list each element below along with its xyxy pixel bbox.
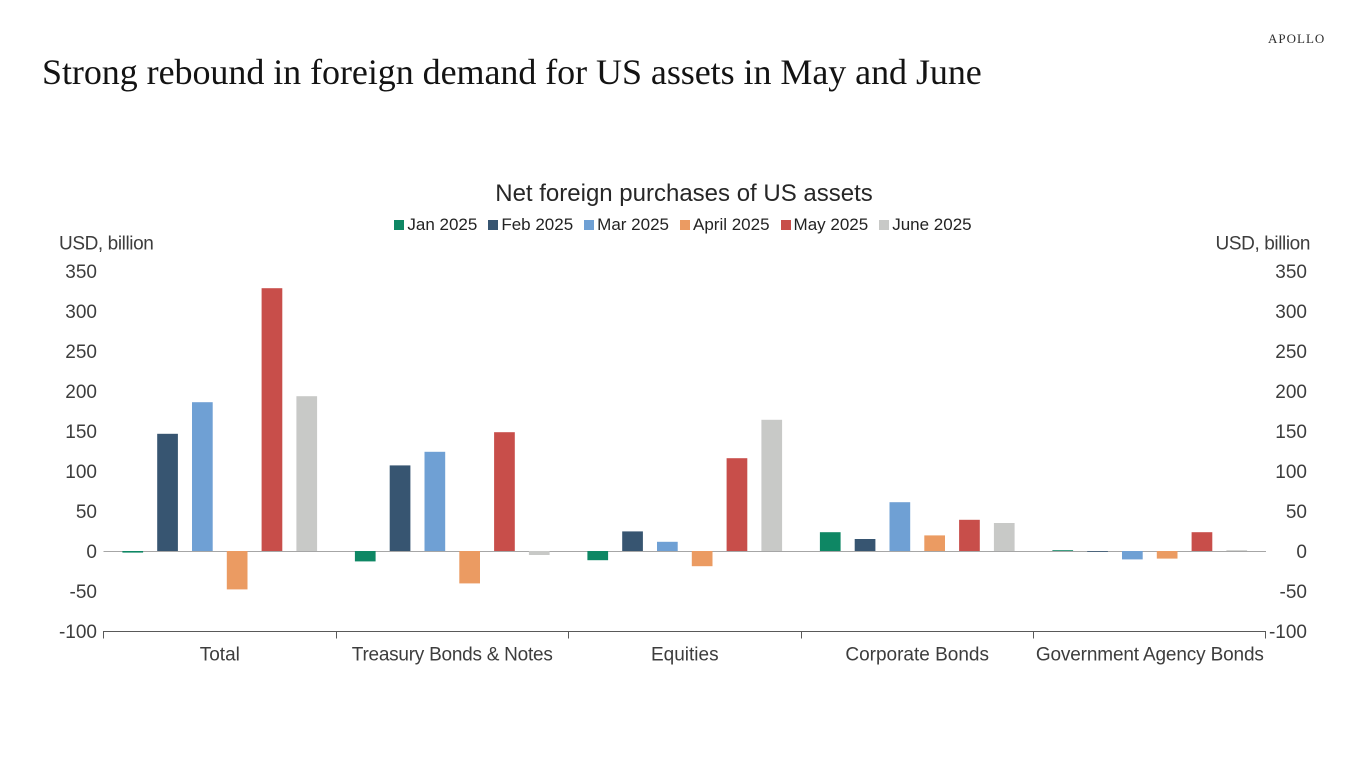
svg-text:300: 300 bbox=[65, 302, 97, 323]
svg-text:-100: -100 bbox=[59, 622, 97, 643]
svg-text:350: 350 bbox=[65, 262, 97, 283]
svg-text:250: 250 bbox=[65, 342, 97, 363]
svg-text:Net foreign purchases of US as: Net foreign purchases of US assets bbox=[495, 180, 873, 207]
svg-text:USD, billion: USD, billion bbox=[59, 234, 153, 255]
svg-text:USD, billion: USD, billion bbox=[1216, 234, 1310, 255]
svg-text:Government Agency Bonds: Government Agency Bonds bbox=[1036, 645, 1264, 666]
svg-text:150: 150 bbox=[65, 422, 97, 443]
svg-text:50: 50 bbox=[76, 502, 97, 523]
svg-text:200: 200 bbox=[65, 382, 97, 403]
svg-text:-100: -100 bbox=[1269, 622, 1307, 643]
svg-text:300: 300 bbox=[1275, 302, 1307, 323]
svg-text:150: 150 bbox=[1275, 422, 1307, 443]
svg-text:0: 0 bbox=[1296, 542, 1307, 563]
svg-text:Treasury Bonds & Notes: Treasury Bonds & Notes bbox=[352, 645, 553, 666]
svg-text:Corporate Bonds: Corporate Bonds bbox=[845, 645, 989, 666]
svg-text:100: 100 bbox=[65, 462, 97, 483]
svg-text:Total: Total bbox=[200, 645, 240, 666]
svg-text:250: 250 bbox=[1275, 342, 1307, 363]
svg-text:200: 200 bbox=[1275, 382, 1307, 403]
svg-text:-50: -50 bbox=[70, 582, 97, 603]
svg-text:-50: -50 bbox=[1280, 582, 1307, 603]
svg-text:Equities: Equities bbox=[651, 645, 719, 666]
svg-text:50: 50 bbox=[1286, 502, 1307, 523]
svg-text:100: 100 bbox=[1275, 462, 1307, 483]
svg-text:350: 350 bbox=[1275, 262, 1307, 283]
svg-text:0: 0 bbox=[86, 542, 97, 563]
